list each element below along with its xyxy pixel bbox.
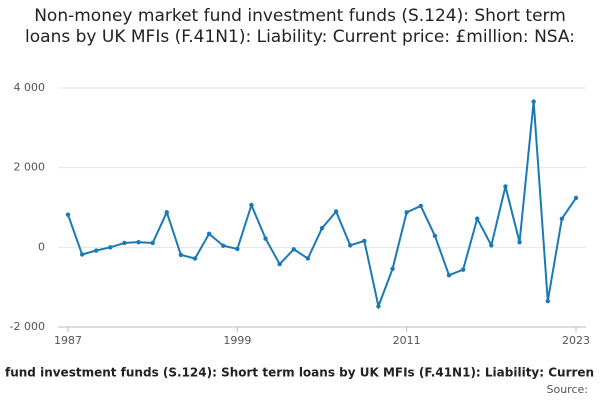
data-point	[404, 210, 409, 215]
data-point	[206, 231, 212, 236]
data-point	[136, 239, 141, 245]
data-point	[333, 209, 339, 214]
data-point	[221, 243, 226, 248]
data-point	[164, 210, 169, 215]
y-tick-label: 0	[38, 240, 45, 253]
data-point	[319, 226, 325, 231]
data-point	[277, 261, 282, 267]
data-point	[291, 247, 296, 252]
data-point	[249, 202, 254, 208]
data-point	[517, 239, 522, 245]
x-tick-label: 2011	[393, 334, 421, 347]
y-tick-label: 4 000	[14, 81, 46, 94]
data-point	[150, 240, 155, 246]
data-point	[192, 256, 198, 261]
data-point	[122, 240, 127, 246]
data-point	[432, 233, 438, 238]
data-point	[305, 256, 311, 261]
data-point	[545, 298, 550, 304]
data-point	[235, 246, 240, 252]
data-point	[489, 243, 494, 248]
data-point	[348, 243, 353, 248]
data-point	[503, 184, 508, 189]
data-point	[475, 216, 480, 221]
data-point	[390, 266, 395, 272]
data-point	[559, 216, 565, 221]
data-point	[573, 195, 579, 201]
data-point	[362, 238, 367, 244]
data-point	[94, 248, 99, 253]
data-point	[65, 212, 71, 217]
data-point	[418, 203, 423, 209]
x-tick-label: 1987	[54, 334, 82, 347]
x-tick-label: 2023	[562, 334, 590, 347]
data-line	[67, 101, 577, 310]
y-tick-label: 2 000	[14, 161, 46, 174]
source: Source:	[547, 383, 589, 396]
data-point	[263, 236, 268, 241]
data-point	[79, 252, 85, 257]
data-point	[108, 245, 113, 250]
data-point	[460, 267, 466, 272]
data-point	[446, 273, 452, 278]
y-tick-label: -2 000	[10, 320, 45, 333]
chart-title: Non-money market fund investment funds (…	[25, 6, 575, 47]
data-point	[376, 304, 381, 309]
data-point	[178, 252, 184, 258]
x-axis-label: fund investment funds (S.124): Short ter…	[5, 366, 594, 380]
data-point	[531, 99, 536, 104]
x-tick-label: 1999	[223, 334, 251, 347]
